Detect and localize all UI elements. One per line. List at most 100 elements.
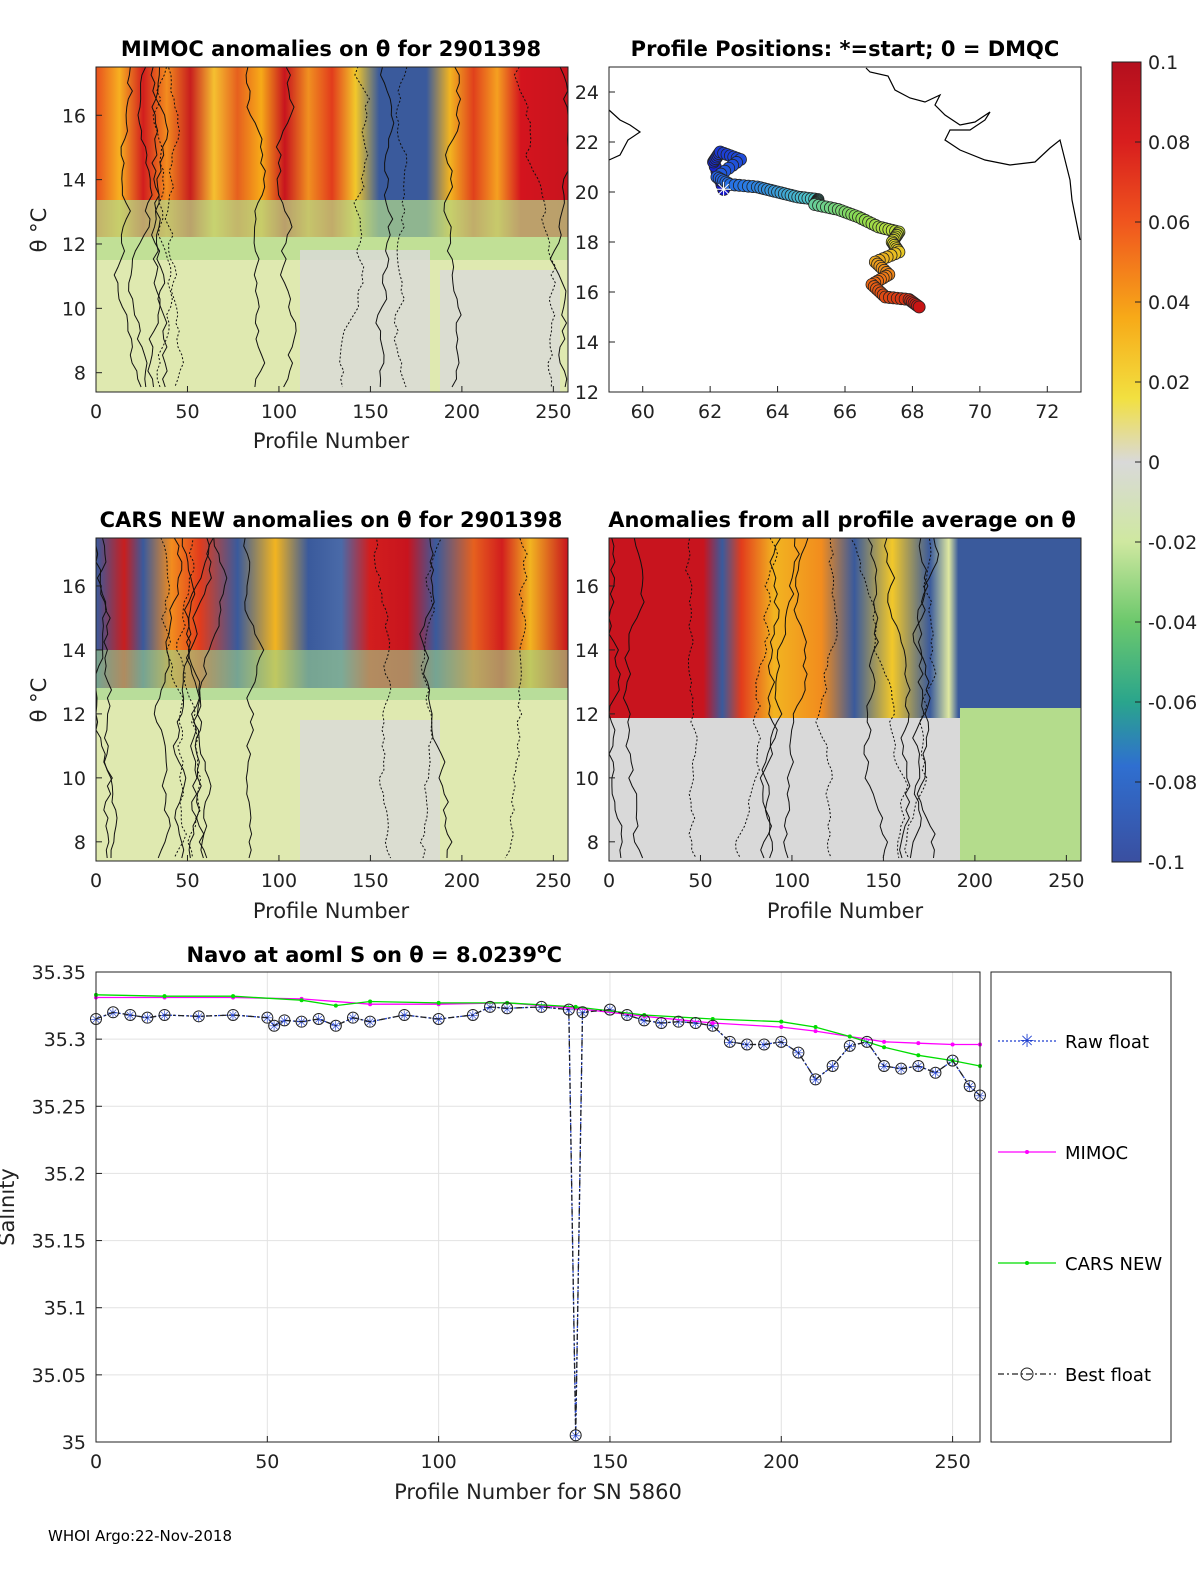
salinity-panel: Navo at aoml S on θ = 8.0239 oC ✳ ✳ ✳ ✳ ✳ ✳ ✳ ✳… bbox=[0, 941, 986, 1504]
data-point: ✳ bbox=[896, 1063, 907, 1078]
data-point bbox=[295, 1015, 308, 1028]
data-point: ✳ bbox=[159, 1009, 170, 1024]
y-tick-label: 8 bbox=[74, 832, 86, 854]
colorbar-tick-label: 0 bbox=[1148, 452, 1160, 474]
x-tick-label: 100 bbox=[774, 870, 810, 892]
cars-field-grey bbox=[300, 720, 440, 861]
data-point: ✳ bbox=[622, 1009, 633, 1024]
data-point: ✳ bbox=[690, 1017, 701, 1032]
colorbar-tick-label: -0.04 bbox=[1148, 612, 1197, 634]
data-point bbox=[916, 1041, 921, 1046]
x-tick-label: 250 bbox=[535, 870, 571, 892]
contour-line bbox=[243, 537, 265, 859]
contour-line bbox=[185, 537, 212, 859]
y-tick-label: 35.25 bbox=[32, 1096, 86, 1118]
data-point: ✳ bbox=[793, 1047, 804, 1062]
data-point bbox=[813, 1025, 818, 1030]
data-point: ✳ bbox=[125, 1009, 136, 1024]
colorbar-tick-label: 0.02 bbox=[1148, 372, 1190, 394]
salinity-series: ✳ ✳ ✳ ✳ ✳ ✳ ✳ ✳ ✳ ✳ ✳ ✳ ✳ ✳ ✳ ✳ ✳ ✳ ✳ ✳ ✳ ✳ ✳ ✳ ✳ ✳ ✳ ✳ ✳ ✳ ✳ ✳ ✳ ✳ ✳ ✳ ✳ ✳ ✳ ✳… bbox=[90, 992, 986, 1444]
data-point bbox=[569, 1429, 582, 1442]
colorbar: 0.1 0.08 0.06 0.04 0.02 0 -0.02 -0.04 -0.06 -0.08… bbox=[1111, 52, 1197, 874]
allavg-field-blue bbox=[960, 538, 1081, 708]
data-point: ✳ bbox=[776, 1036, 787, 1051]
x-tick-label: 62 bbox=[698, 401, 722, 423]
data-point: ✳ bbox=[313, 1013, 324, 1028]
y-tick-label: 12 bbox=[62, 234, 86, 256]
data-point bbox=[484, 1000, 497, 1013]
positions-axes: 60 62 64 66 68 70 72 12 14 16 18 20 22 24 bbox=[575, 66, 1082, 423]
salinity-title: Navo at aoml S on θ = 8.0239 bbox=[187, 943, 538, 967]
data-point bbox=[779, 1025, 784, 1030]
data-point: ✳ bbox=[142, 1012, 153, 1027]
contour-line bbox=[419, 537, 453, 859]
x-tick-label: 100 bbox=[261, 401, 297, 423]
mimoc-axes: 0 50 100 150 200 250 8 10 12 14 16 bbox=[62, 66, 571, 423]
x-tick-label: 0 bbox=[90, 401, 102, 423]
allavg-panel: Anomalies from all profile average on θ … bbox=[575, 508, 1085, 923]
data-point bbox=[329, 1019, 342, 1032]
data-point bbox=[895, 1062, 908, 1075]
x-tick-label: 0 bbox=[603, 870, 615, 892]
salinity-ylabel: Salinity bbox=[0, 1168, 19, 1246]
mimoc-title: MIMOC anomalies on θ for 2901398 bbox=[121, 37, 541, 61]
y-tick-label: 14 bbox=[62, 170, 86, 192]
positions-title: Profile Positions: *=start; 0 = DMQC bbox=[631, 37, 1060, 61]
axes-box bbox=[608, 537, 1082, 862]
y-tick-label: 10 bbox=[62, 768, 86, 790]
y-tick-label: 14 bbox=[62, 640, 86, 662]
y-tick-label: 22 bbox=[575, 132, 599, 154]
contour-line bbox=[912, 537, 936, 859]
data-point bbox=[950, 1042, 955, 1047]
x-tick-label: 0 bbox=[90, 1451, 102, 1473]
data-point bbox=[963, 1080, 976, 1093]
coastline-oman bbox=[608, 109, 642, 161]
x-tick-label: 150 bbox=[592, 1451, 628, 1473]
data-point: ✳ bbox=[742, 1039, 753, 1054]
positions-frame bbox=[608, 66, 1082, 393]
colorbar-tick-label: -0.06 bbox=[1148, 692, 1197, 714]
data-point: ✳ bbox=[861, 1036, 872, 1051]
x-tick-label: 200 bbox=[957, 870, 993, 892]
mimoc-field-grey bbox=[300, 250, 430, 392]
contour-line bbox=[909, 537, 940, 859]
legend-best-label: Best float bbox=[1065, 1365, 1151, 1386]
mimoc-contours bbox=[113, 66, 569, 388]
contour-line bbox=[815, 537, 838, 859]
x-tick-label: 66 bbox=[833, 401, 857, 423]
data-point: ✳ bbox=[502, 1002, 513, 1017]
data-point bbox=[826, 1060, 839, 1072]
data-point bbox=[312, 1013, 325, 1025]
contour-line bbox=[147, 66, 161, 388]
x-tick-label: 250 bbox=[1048, 870, 1084, 892]
data-point: ✳ bbox=[964, 1080, 975, 1095]
contour-line bbox=[95, 537, 118, 859]
salinity-xlabel: Profile Number for SN 5860 bbox=[394, 1480, 682, 1504]
start-marker-icon: ✳ bbox=[715, 178, 732, 202]
legend: ✳ Raw float MIMOC CARS NEW Best float bbox=[990, 971, 1172, 1443]
data-point bbox=[672, 1015, 685, 1028]
legend-mimoc-label: MIMOC bbox=[1065, 1143, 1128, 1164]
data-point: ✳ bbox=[673, 1016, 684, 1031]
data-point bbox=[813, 1029, 818, 1034]
data-point: ✳ bbox=[536, 1001, 547, 1016]
axes-box bbox=[95, 537, 569, 862]
coastline-pakistan-india bbox=[865, 67, 1081, 241]
data-point: ✳ bbox=[485, 1001, 496, 1016]
x-tick-label: 200 bbox=[444, 401, 480, 423]
cars-axes: 0 50 100 150 200 250 8 10 12 14 16 bbox=[62, 537, 571, 892]
data-point bbox=[809, 1073, 822, 1086]
x-tick-label: 50 bbox=[175, 401, 199, 423]
colorbar-tick-label: 0.1 bbox=[1148, 52, 1178, 74]
data-point bbox=[333, 1003, 338, 1008]
cars-ylabel: θ °C bbox=[27, 678, 51, 723]
data-point: ✳ bbox=[639, 1014, 650, 1029]
data-point bbox=[346, 1011, 359, 1024]
salinity-axes: 0 50 100 150 200 250 35 35.05 35.1 35.15 35.2 35.25… bbox=[32, 962, 981, 1473]
y-tick-label: 12 bbox=[575, 704, 599, 726]
x-tick-label: 200 bbox=[763, 1451, 799, 1473]
axes-box bbox=[95, 971, 981, 1443]
data-point bbox=[107, 1006, 120, 1019]
colorbar-tick-label: 0.08 bbox=[1148, 132, 1190, 154]
data-point bbox=[792, 1046, 805, 1059]
